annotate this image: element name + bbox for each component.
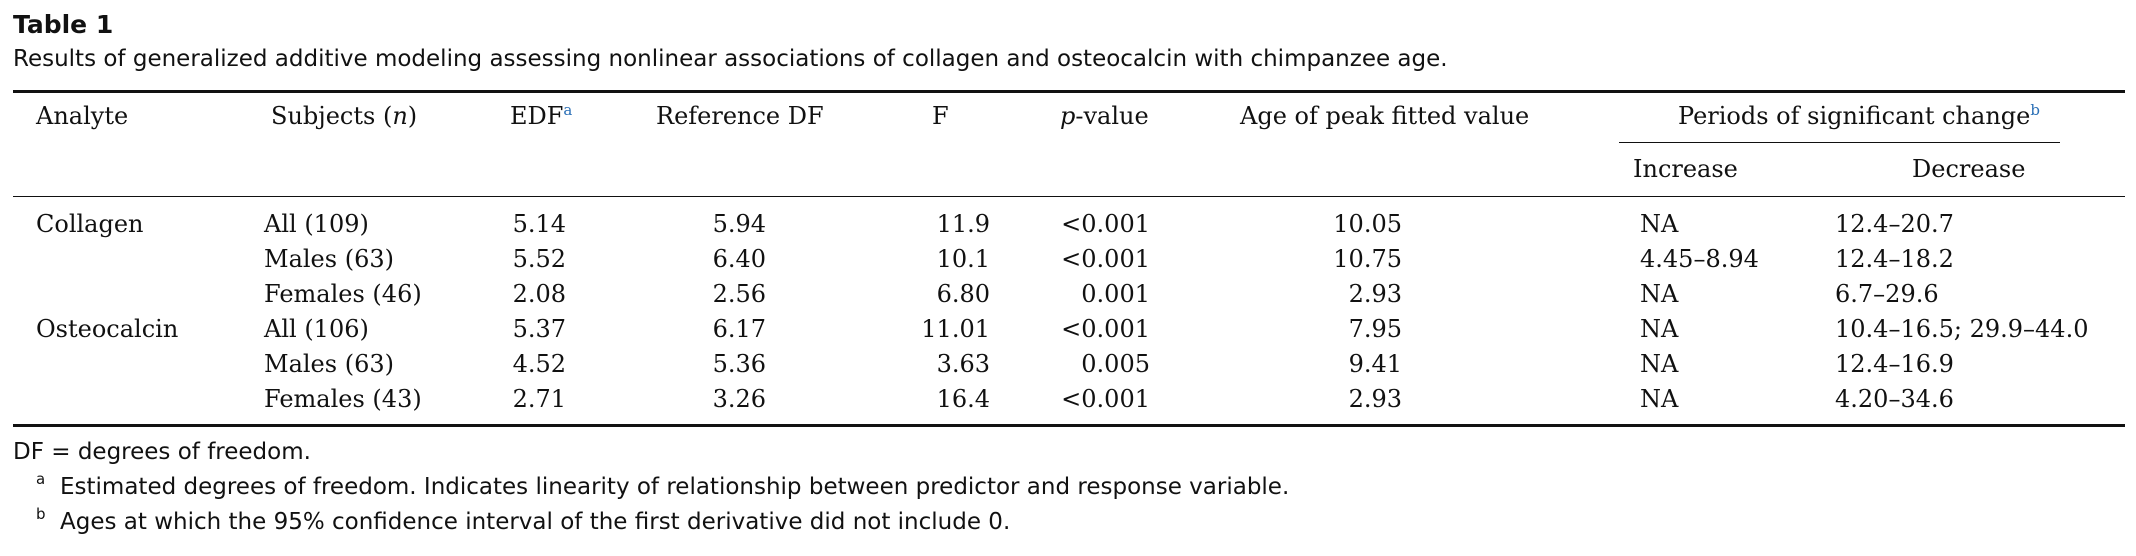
row-decrease: 12.4–16.9 [1835, 350, 1954, 378]
table-top-rule [13, 90, 2125, 93]
row-decrease: 6.7–29.6 [1835, 280, 1939, 308]
table-header-rule [13, 196, 2125, 197]
row-edf: 2.71 [512, 385, 566, 413]
footnote-a-text: Estimated degrees of freedom. Indicates … [60, 474, 1290, 500]
row-subjects: Males (63) [264, 350, 394, 378]
row-ref-df: 2.56 [712, 280, 766, 308]
header-reference-df: Reference DF [656, 102, 824, 130]
row-decrease: 10.4–16.5; 29.9–44.0 [1835, 315, 2089, 343]
row-subjects: Females (46) [264, 280, 422, 308]
row-ref-df: 6.40 [712, 245, 766, 273]
header-increase: Increase [1633, 155, 1738, 183]
footnote-b-text: Ages at which the 95% confidence interva… [60, 509, 1011, 535]
row-age-peak: 10.05 [1333, 210, 1402, 238]
row-analyte: Osteocalcin [36, 315, 179, 343]
footnote-df-definition: DF = degrees of freedom. [13, 439, 311, 465]
row-age-peak: 2.93 [1348, 385, 1402, 413]
row-subjects: Males (63) [264, 245, 394, 273]
header-f: F [932, 102, 949, 130]
header-subjects: Subjects (n) [271, 102, 418, 130]
periods-group-rule [1619, 142, 2060, 143]
header-age-peak: Age of peak fitted value [1240, 102, 1530, 130]
row-p-value: 0.005 [1081, 350, 1150, 378]
table-caption: Results of generalized additive modeling… [13, 46, 1448, 72]
footnote-a-mark: a [36, 470, 46, 488]
header-periods: Periods of significant changeb [1678, 101, 2040, 130]
row-age-peak: 10.75 [1333, 245, 1402, 273]
row-increase: NA [1640, 385, 1679, 413]
row-increase: NA [1640, 315, 1679, 343]
row-increase: NA [1640, 350, 1679, 378]
row-ref-df: 5.36 [712, 350, 766, 378]
row-ref-df: 6.17 [712, 315, 766, 343]
row-edf: 4.52 [512, 350, 566, 378]
row-edf: 5.14 [512, 210, 566, 238]
row-f: 11.01 [921, 315, 990, 343]
table-bottom-rule [13, 424, 2125, 427]
row-subjects: All (109) [264, 210, 369, 238]
footnote-ref-a[interactable]: a [563, 101, 573, 119]
row-subjects: All (106) [264, 315, 369, 343]
row-p-value: <0.001 [1061, 245, 1150, 273]
row-p-value: 0.001 [1081, 280, 1150, 308]
row-increase: NA [1640, 280, 1679, 308]
row-ref-df: 5.94 [712, 210, 766, 238]
row-p-value: <0.001 [1061, 210, 1150, 238]
row-p-value: <0.001 [1061, 315, 1150, 343]
header-analyte: Analyte [36, 102, 129, 130]
row-increase: NA [1640, 210, 1679, 238]
row-increase: 4.45–8.94 [1640, 245, 1759, 273]
footnote-ref-b[interactable]: b [2030, 101, 2040, 119]
row-edf: 5.52 [512, 245, 566, 273]
row-age-peak: 2.93 [1348, 280, 1402, 308]
row-f: 6.80 [936, 280, 990, 308]
row-f: 16.4 [936, 385, 990, 413]
footnote-b-mark: b [36, 505, 46, 523]
header-decrease: Decrease [1912, 155, 2026, 183]
row-decrease: 12.4–18.2 [1835, 245, 1954, 273]
table-label: Table 1 [13, 10, 114, 39]
row-edf: 5.37 [512, 315, 566, 343]
row-p-value: <0.001 [1061, 385, 1150, 413]
row-f: 11.9 [936, 210, 990, 238]
header-p-value: p-value [1060, 102, 1149, 130]
row-edf: 2.08 [512, 280, 566, 308]
row-f: 3.63 [936, 350, 990, 378]
row-ref-df: 3.26 [712, 385, 766, 413]
row-subjects: Females (43) [264, 385, 422, 413]
row-decrease: 12.4–20.7 [1835, 210, 1954, 238]
row-decrease: 4.20–34.6 [1835, 385, 1954, 413]
row-age-peak: 9.41 [1348, 350, 1402, 378]
header-edf: EDFa [510, 101, 573, 130]
row-f: 10.1 [936, 245, 990, 273]
row-age-peak: 7.95 [1348, 315, 1402, 343]
row-analyte: Collagen [36, 210, 144, 238]
